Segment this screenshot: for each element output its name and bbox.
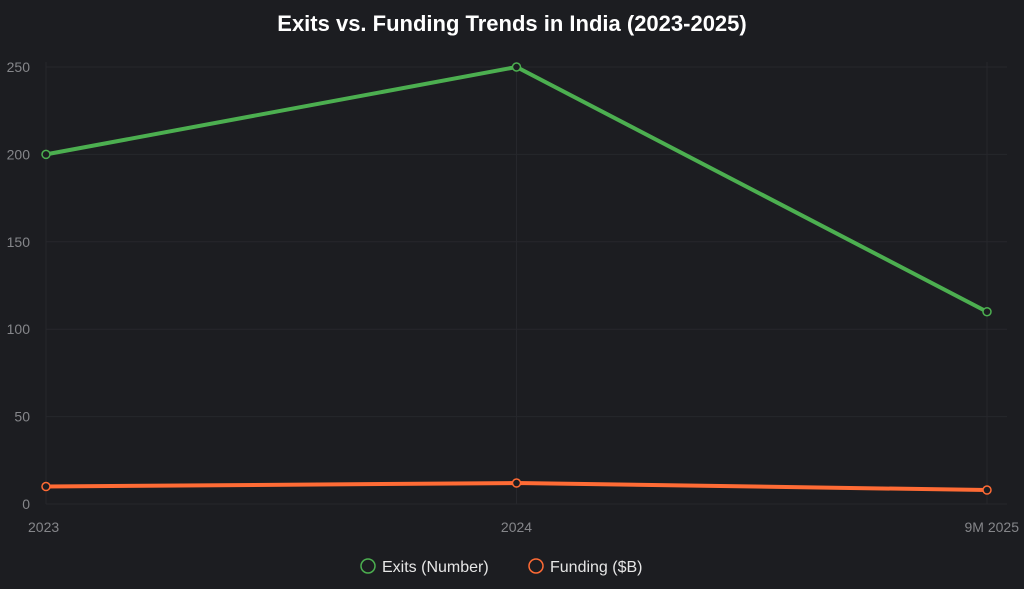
x-tick-label: 2024 bbox=[501, 519, 532, 535]
legend-label: Funding ($B) bbox=[550, 559, 643, 576]
data-point bbox=[41, 149, 51, 160]
legend-marker bbox=[528, 558, 544, 574]
y-tick-label: 0 bbox=[22, 496, 30, 512]
chart-title: Exits vs. Funding Trends in India (2023-… bbox=[277, 11, 746, 36]
x-tick-label: 9M 2025 bbox=[965, 519, 1020, 535]
y-tick-label: 200 bbox=[7, 146, 31, 162]
legend-label: Exits (Number) bbox=[382, 559, 489, 576]
y-tick-label: 250 bbox=[7, 59, 31, 75]
y-tick-label: 100 bbox=[7, 321, 31, 337]
data-point bbox=[41, 481, 51, 492]
data-point bbox=[511, 62, 522, 72]
data-point bbox=[982, 306, 992, 317]
y-tick-label: 50 bbox=[14, 409, 30, 425]
x-tick-label: 2023 bbox=[28, 519, 59, 535]
legend-marker bbox=[360, 558, 376, 574]
data-point bbox=[511, 478, 522, 488]
y-tick-label: 150 bbox=[7, 234, 31, 250]
data-point bbox=[982, 485, 992, 495]
